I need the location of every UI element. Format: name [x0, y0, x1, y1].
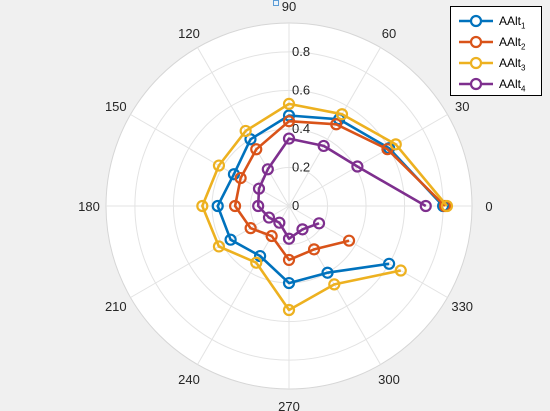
- angle-tick-label: 120: [178, 26, 200, 41]
- data-point-marker: [196, 199, 209, 213]
- angle-tick-label: 60: [382, 26, 396, 41]
- series-3: [196, 97, 454, 317]
- angle-tick-label: 330: [451, 299, 473, 314]
- data-point-marker: [261, 163, 274, 176]
- legend-swatch-marker: [469, 56, 483, 70]
- legend-swatch: [459, 35, 493, 49]
- legend-label: AAlt3: [499, 56, 525, 72]
- radial-tick-labels: 0 0.2 0.4 0.6 0.8: [292, 44, 310, 213]
- data-point-marker: [312, 217, 326, 230]
- series-4: [252, 132, 432, 245]
- legend-label-name: AAlt: [499, 77, 522, 91]
- data-point-marker: [335, 108, 349, 121]
- legend-entry[interactable]: AAlt3: [451, 53, 541, 73]
- data-point-marker: [262, 211, 276, 224]
- angle-tick-label: 0: [485, 199, 492, 214]
- data-point-marker: [224, 233, 237, 246]
- data-point-marker: [282, 253, 296, 267]
- legend-label-subscript: 3: [521, 63, 526, 73]
- data-point-marker: [389, 138, 402, 151]
- data-point-marker: [328, 278, 341, 291]
- data-point-marker: [282, 276, 296, 290]
- legend-label-subscript: 2: [521, 42, 526, 52]
- legend-label-name: AAlt: [499, 35, 522, 49]
- legend-label: AAlt4: [499, 77, 525, 93]
- legend-swatch: [459, 14, 493, 28]
- legend[interactable]: AAlt1 AAlt2 AAlt3 AAlt4: [450, 6, 542, 96]
- legend-swatch-marker: [469, 14, 483, 28]
- data-point-marker: [321, 266, 334, 279]
- data-point-marker: [351, 160, 364, 173]
- legend-label-subscript: 4: [521, 84, 526, 94]
- data-point-marker: [212, 240, 226, 253]
- legend-swatch-marker: [469, 35, 483, 49]
- data-point-marker: [419, 199, 432, 213]
- angle-tick-label: 180: [78, 199, 100, 214]
- legend-label-name: AAlt: [499, 56, 522, 70]
- data-point-marker: [394, 264, 407, 277]
- legend-entry[interactable]: AAlt2: [451, 32, 541, 52]
- data-point-marker: [250, 143, 263, 156]
- data-point-marker: [382, 257, 396, 270]
- radial-tick-label: 0: [292, 198, 299, 213]
- radial-tick-label: 0.8: [292, 44, 310, 59]
- data-point-marker: [244, 222, 257, 235]
- data-point-marker: [282, 97, 296, 111]
- legend-label-name: AAlt: [499, 14, 522, 28]
- legend-entry[interactable]: AAlt4: [451, 74, 541, 94]
- angle-grid-line: [130, 205, 290, 298]
- angle-tick-label: 150: [105, 99, 127, 114]
- data-point-marker: [239, 124, 252, 138]
- data-point-marker: [273, 216, 286, 229]
- data-point-marker: [296, 223, 309, 236]
- data-point-marker: [250, 256, 263, 269]
- series-line: [201, 102, 448, 312]
- radial-tick-label: 0.6: [292, 82, 310, 97]
- data-point-marker: [282, 232, 296, 245]
- legend-swatch-marker: [469, 77, 483, 91]
- data-point-marker: [282, 115, 296, 128]
- data-point-marker: [282, 303, 296, 317]
- data-point-marker: [317, 139, 330, 153]
- legend-label-subscript: 1: [521, 21, 526, 31]
- angle-tick-labels: 0 30 60 90 120 150 180 210 240 270 300 330: [78, 0, 492, 411]
- angle-tick-label: 210: [105, 299, 127, 314]
- data-point-marker: [307, 243, 321, 256]
- radial-tick-label: 0.2: [292, 159, 310, 174]
- legend-swatch: [459, 77, 493, 91]
- angle-tick-label: 300: [378, 372, 400, 387]
- data-series: [196, 97, 454, 317]
- data-point-marker: [212, 159, 226, 172]
- data-point-marker: [265, 229, 278, 243]
- angle-grid-line: [288, 114, 448, 207]
- data-point-marker: [228, 199, 242, 213]
- series-2: [228, 115, 452, 267]
- data-point-marker: [234, 171, 247, 185]
- angle-tick-label: 30: [455, 99, 469, 114]
- data-point-marker: [282, 132, 296, 145]
- series-line: [216, 114, 445, 285]
- data-point-marker: [440, 199, 454, 213]
- legend-label: AAlt2: [499, 35, 525, 51]
- angle-grid-line: [288, 47, 381, 207]
- series-line: [256, 137, 427, 240]
- angle-tick-label: 240: [178, 372, 200, 387]
- legend-entry[interactable]: AAlt1: [451, 11, 541, 31]
- legend-label: AAlt1: [499, 14, 525, 30]
- angle-tick-label: 90: [282, 0, 296, 14]
- data-point-marker: [342, 234, 356, 247]
- data-point-marker: [330, 118, 343, 131]
- figure-marker: [273, 0, 279, 6]
- data-point-marker: [211, 199, 224, 213]
- data-point-marker: [252, 199, 265, 213]
- angle-tick-label: 270: [278, 399, 300, 411]
- data-point-marker: [252, 182, 266, 195]
- legend-swatch: [459, 56, 493, 70]
- radial-tick-label: 0.4: [292, 121, 310, 136]
